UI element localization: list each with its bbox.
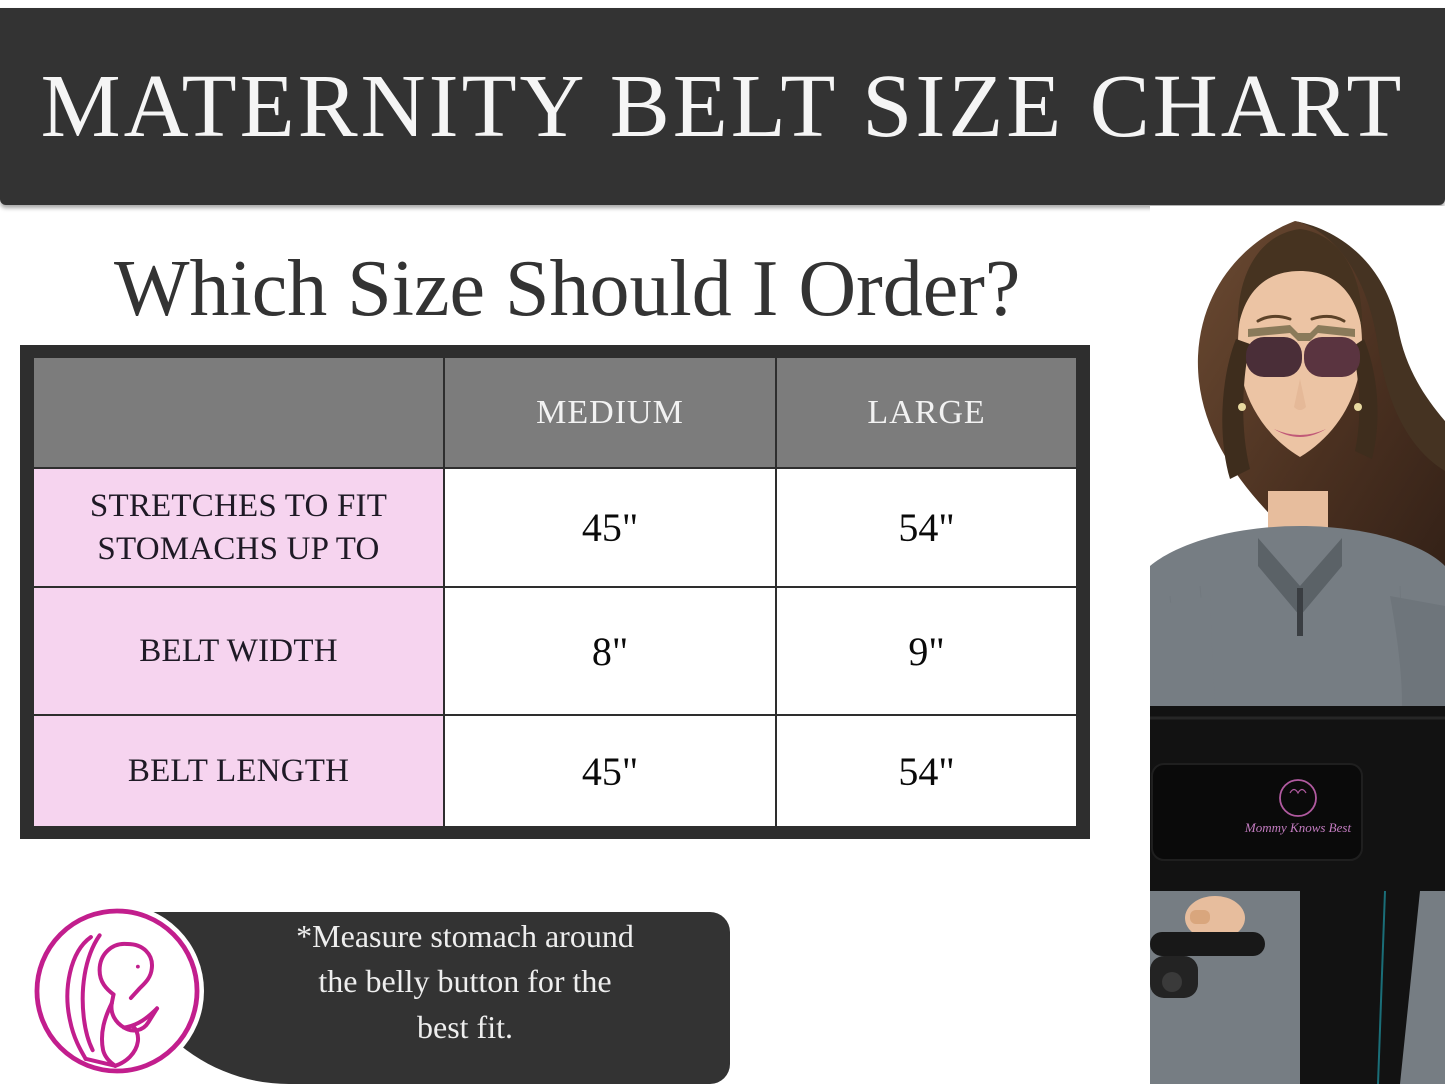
- svg-text:Mommy Knows Best: Mommy Knows Best: [1244, 820, 1352, 835]
